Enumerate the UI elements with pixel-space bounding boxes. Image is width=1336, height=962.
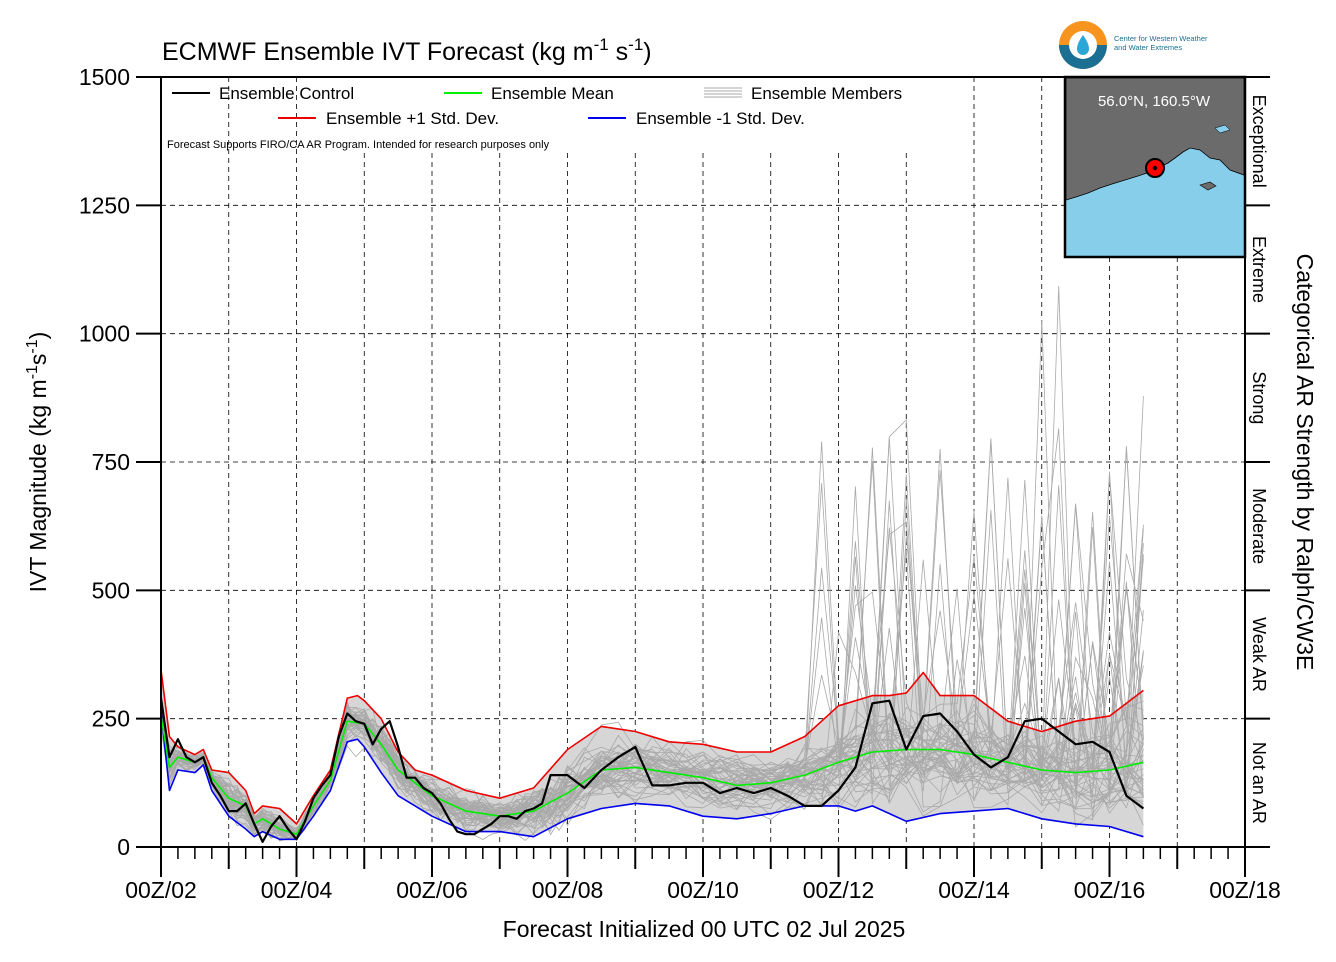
x-tick-label: 00Z/12 bbox=[803, 877, 875, 903]
category-label: Exceptional bbox=[1249, 95, 1269, 188]
y-tick-label: 250 bbox=[92, 706, 130, 732]
inset-map-lake bbox=[1214, 124, 1231, 134]
legend-label-members: Ensemble Members bbox=[751, 84, 902, 103]
x-tick-label: 00Z/04 bbox=[261, 877, 333, 903]
legend-label-mean: Ensemble Mean bbox=[491, 84, 614, 103]
location-marker-center bbox=[1152, 165, 1158, 171]
category-label: Strong bbox=[1249, 371, 1269, 424]
x-axis-label: Forecast Initialized 00 UTC 02 Jul 2025 bbox=[503, 916, 906, 942]
y-tick-label: 1250 bbox=[79, 192, 130, 218]
x-tick-label: 00Z/02 bbox=[125, 877, 197, 903]
y-axis-label: IVT Magnitude (kg m-1s-1) bbox=[24, 332, 51, 593]
logo-text-line1: Center for Western Weather bbox=[1114, 34, 1208, 43]
logo-text-line2: and Water Extremes bbox=[1114, 43, 1182, 52]
inset-map-coordinates: 56.0°N, 160.5°W bbox=[1098, 93, 1211, 110]
y-tick-labels: 0 250 500 750 1000 1250 1500 bbox=[79, 64, 130, 860]
inset-map-island bbox=[1199, 181, 1217, 191]
x-tick-label: 00Z/14 bbox=[938, 877, 1010, 903]
x-tick-label: 00Z/16 bbox=[1074, 877, 1146, 903]
x-tick-labels: 00Z/02 00Z/04 00Z/06 00Z/08 00Z/10 00Z/12 00Z/… bbox=[125, 877, 1281, 903]
x-tick-label: 00Z/06 bbox=[396, 877, 468, 903]
category-labels: Not an AR Weak AR Moderate Strong Extreme Exc… bbox=[1249, 95, 1269, 824]
category-axis-title: Categorical AR Strength by Ralph/CW3E bbox=[1292, 254, 1318, 671]
legend-label-plus-std: Ensemble +1 Std. Dev. bbox=[326, 109, 499, 128]
y-tick-label: 500 bbox=[92, 577, 130, 603]
axes bbox=[136, 76, 1270, 877]
legend-swatch-members bbox=[704, 87, 742, 98]
y-tick-label: 1500 bbox=[79, 64, 130, 90]
plus-std-dev-line bbox=[160, 669, 1144, 825]
ensemble-member-line bbox=[160, 441, 1144, 838]
series-lines bbox=[159, 669, 1145, 844]
disclaimer-note: Forecast Supports FIRO/CA AR Program. In… bbox=[167, 139, 550, 151]
cw3e-logo: Center for Western Weather and Water Ext… bbox=[1059, 21, 1208, 69]
ensemble-member-line bbox=[160, 439, 1144, 834]
ensemble-member-line bbox=[160, 541, 1144, 841]
y-tick-label: 0 bbox=[117, 834, 130, 860]
x-tick-label: 00Z/18 bbox=[1209, 877, 1281, 903]
minus-std-dev-line bbox=[160, 710, 1144, 841]
category-label: Extreme bbox=[1249, 236, 1269, 303]
category-label: Weak AR bbox=[1249, 617, 1269, 692]
y-tick-label: 750 bbox=[92, 449, 130, 475]
ensemble-mean-line bbox=[160, 715, 1144, 836]
ensemble-member-line bbox=[160, 438, 1144, 840]
inset-map-land bbox=[1065, 77, 1245, 201]
ensemble-control-line bbox=[159, 697, 1145, 844]
legend: Ensemble Control Ensemble Mean Ensemble … bbox=[167, 84, 902, 151]
y-tick-label: 1000 bbox=[79, 321, 130, 347]
x-tick-label: 00Z/08 bbox=[532, 877, 604, 903]
ensemble-members bbox=[160, 286, 1144, 842]
inset-map: 56.0°N, 160.5°W bbox=[1063, 75, 1247, 259]
category-label: Not an AR bbox=[1249, 742, 1269, 824]
legend-label-control: Ensemble Control bbox=[219, 84, 354, 103]
x-tick-label: 00Z/10 bbox=[667, 877, 739, 903]
category-label: Moderate bbox=[1249, 488, 1269, 564]
logo-drop-icon bbox=[1077, 35, 1089, 55]
chart-title: ECMWF Ensemble IVT Forecast (kg m-1 s-1) bbox=[162, 35, 652, 66]
legend-label-minus-std: Ensemble -1 Std. Dev. bbox=[636, 109, 805, 128]
